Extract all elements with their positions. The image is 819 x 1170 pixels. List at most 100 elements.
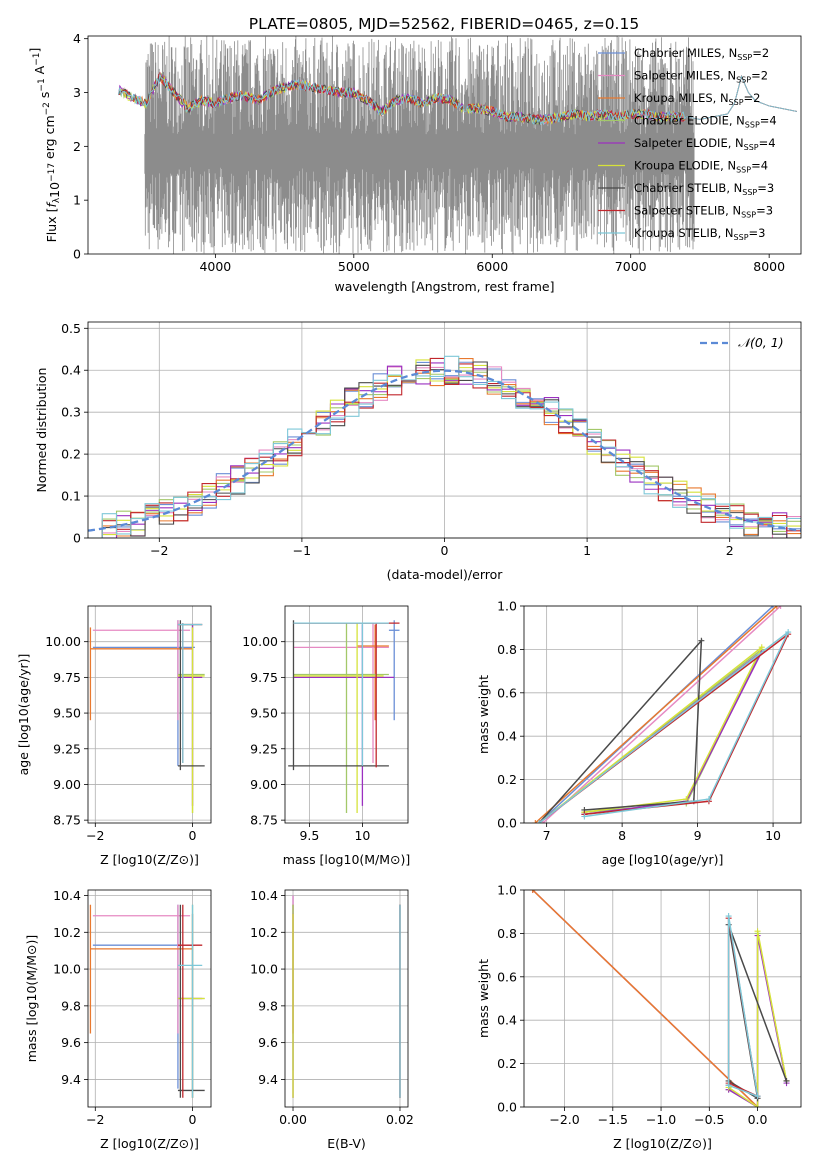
legend-entry: Kroupa MILES, NSSP=2: [634, 91, 760, 107]
y-tick-label: 1.0: [497, 883, 517, 898]
y-tick-label: 9.00: [53, 777, 81, 792]
legend-entry-subscript: SSP: [744, 143, 759, 152]
y-tick-label: 10.4: [53, 888, 81, 903]
y-tick-label: 2: [73, 139, 81, 154]
y-axis-label-part: erg cm: [42, 115, 57, 163]
y-tick-label: 0.2: [497, 772, 517, 787]
legend-entry: Chabrier STELIB, NSSP=3: [634, 181, 774, 197]
legend-entry-base: Chabrier STELIB, N: [634, 181, 742, 195]
x-tick-label: 0: [441, 543, 449, 558]
y-axis-label: Flux [fλ10−17 erg cm−2 s−1 A−1]: [27, 48, 62, 243]
mass-weight-marker: [581, 813, 588, 820]
mass-weight-line: [728, 931, 788, 1107]
y-tick-label: 9.50: [250, 706, 278, 721]
x-tick-label: −2.0: [549, 1112, 579, 1127]
plot-area: [529, 890, 790, 1107]
y-tick-label: 0.6: [497, 685, 517, 700]
mass-weight-marker: [785, 629, 792, 636]
x-tick-label: 0: [189, 1112, 197, 1127]
mass-weight-marker: [758, 644, 765, 651]
legend-entry-base: Chabrier MILES, N: [634, 46, 737, 60]
x-tick-label: 7: [543, 828, 551, 843]
y-axis-label-part: Flux [: [44, 208, 59, 243]
x-axis-label: mass [log10(M/M⊙)]: [283, 852, 411, 867]
y-tick-label: 0.5: [61, 321, 81, 336]
x-tick-label: −2: [150, 543, 168, 558]
y-tick-label: 0.8: [497, 642, 517, 657]
mass-weight-line: [727, 915, 759, 1098]
x-tick-label: 4000: [199, 259, 231, 274]
legend-entry-base: Kroupa ELODIE, N: [634, 159, 736, 173]
y-tick-label: 9.00: [250, 777, 278, 792]
x-axis-label: Z [log10(Z/Z⊙)]: [100, 1136, 199, 1151]
x-tick-label: 0: [189, 828, 197, 843]
mass-weight-marker: [754, 928, 761, 935]
legend-entry-tail: =4: [759, 136, 776, 150]
observed-spectrum: [144, 36, 695, 254]
y-axis-label: age [log10(age/yr)]: [16, 654, 31, 776]
x-tick-label: −0.5: [694, 1112, 724, 1127]
plot-area: [292, 895, 401, 1098]
y-tick-label: 0.3: [61, 405, 81, 420]
legend-entry-base: Salpeter ELODIE, N: [634, 136, 744, 150]
legend-entry: Chabrier ELODIE, NSSP=4: [634, 114, 777, 130]
legend-entry: Salpeter STELIB, NSSP=3: [634, 204, 773, 220]
axes-frame: [523, 889, 802, 1108]
y-tick-label: 9.6: [258, 1035, 278, 1050]
x-axis-label: wavelength [Angstrom, rest frame]: [334, 279, 554, 294]
legend-entry-base: Salpeter STELIB, N: [634, 204, 741, 218]
x-tick-label: 1: [583, 543, 591, 558]
y-tick-label: 10.2: [53, 925, 81, 940]
legend-entry-subscript: SSP: [736, 76, 751, 85]
legend-entry-subscript: SSP: [729, 98, 744, 107]
mass-weight-marker: [725, 1082, 732, 1089]
x-tick-label: −1.0: [646, 1112, 676, 1127]
x-axis-label: age [log10(age/yr)]: [602, 852, 724, 867]
plot-area: [118, 36, 797, 254]
x-axis-label: (data-model)/error: [387, 567, 504, 582]
axes-frame: [523, 605, 802, 824]
legend-entry-subscript: SSP: [736, 166, 751, 175]
y-tick-label: 0.2: [497, 1056, 517, 1071]
legend-entry: Kroupa ELODIE, NSSP=4: [634, 159, 768, 175]
x-tick-label: 8000: [753, 259, 785, 274]
plot-area: [532, 606, 792, 823]
legend-entry: Salpeter MILES, NSSP=2: [634, 69, 768, 85]
y-tick-label: 10.00: [45, 634, 81, 649]
figure-title: PLATE=0805, MJD=52562, FIBERID=0465, z=0…: [249, 15, 639, 33]
axes-frame: [284, 889, 409, 1108]
mass-weight-vs-metallicity-panel: −2.0 −1.5 −1.0 −0.5 0.0 0.0 0.2 0.4 0.6 0.8 1.0 Z […: [476, 883, 802, 1151]
y-axis-label: mass weight: [476, 959, 491, 1038]
legend-entry-tail: =3: [749, 226, 766, 240]
legend-entry-tail: =4: [751, 159, 768, 173]
grid-lines: [285, 890, 408, 1107]
x-axis-label: E(B-V): [327, 1136, 366, 1151]
mass-weight-marker: [698, 637, 705, 644]
mass-weight-line: [538, 631, 789, 823]
y-tick-label: 10.4: [250, 888, 278, 903]
x-tick-label: 9.5: [299, 828, 319, 843]
normal-distribution-curve: [88, 369, 801, 532]
model-spectrum-line: [118, 72, 797, 126]
legend-entry-subscript: SSP: [745, 121, 760, 130]
y-tick-label: 0.4: [497, 1013, 517, 1028]
mass-weight-vs-age-panel: 7 8 9 10 0.0 0.2 0.4 0.6 0.8 1.0 age [log10(age/yr…: [476, 599, 802, 867]
legend-entry-subscript: SSP: [742, 188, 757, 197]
x-axis-label: Z [log10(Z/Z⊙)]: [100, 852, 199, 867]
y-tick-label: 0.4: [61, 363, 81, 378]
axes-frame: [87, 889, 212, 1108]
legend-entry: Salpeter ELODIE, NSSP=4: [634, 136, 776, 152]
legend-entry: Chabrier MILES, NSSP=2: [634, 46, 769, 62]
y-axis-label-part: f: [44, 202, 59, 208]
legend-entry-base: Kroupa MILES, N: [634, 91, 729, 105]
y-tick-label: 0.8: [497, 926, 517, 941]
legend-entry-subscript: SSP: [734, 233, 749, 242]
mass-weight-marker: [725, 913, 732, 920]
legend-entry-base: Salpeter MILES, N: [634, 69, 736, 83]
legend-entry: Kroupa STELIB, NSSP=3: [634, 226, 765, 242]
y-tick-label: 9.75: [250, 670, 278, 685]
x-tick-label: −2: [86, 828, 104, 843]
x-tick-label: 0.0: [748, 1112, 768, 1127]
mass-weight-marker: [536, 820, 543, 823]
